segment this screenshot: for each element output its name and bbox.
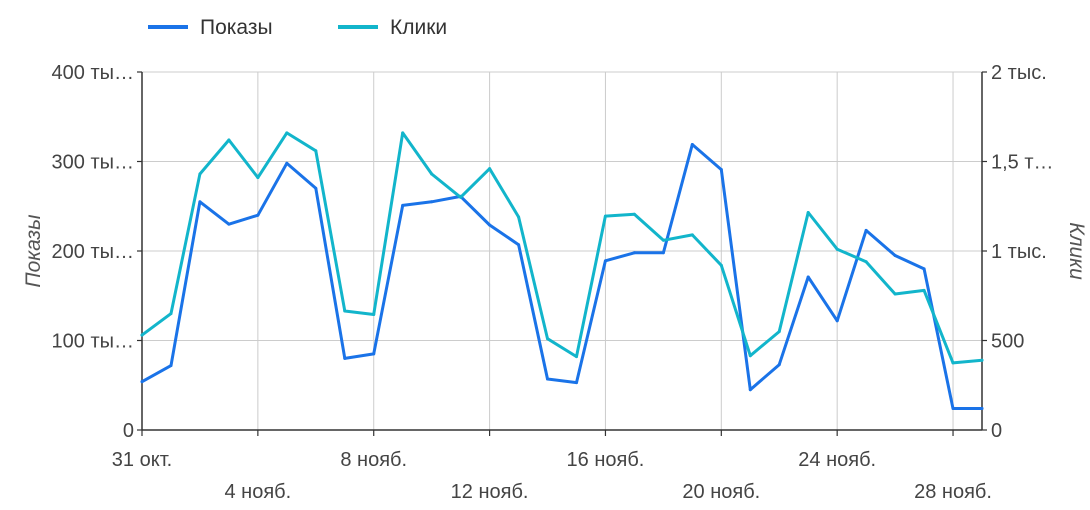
data-point bbox=[661, 238, 665, 242]
series-impressions bbox=[140, 142, 984, 411]
data-point bbox=[777, 330, 781, 334]
data-point bbox=[690, 142, 694, 146]
data-point bbox=[893, 253, 897, 257]
data-point bbox=[922, 288, 926, 292]
data-point bbox=[488, 223, 492, 227]
data-point bbox=[198, 200, 202, 204]
data-point bbox=[893, 292, 897, 296]
gridlines bbox=[142, 71, 982, 430]
data-point bbox=[169, 364, 173, 368]
data-point bbox=[980, 407, 984, 411]
series-lines bbox=[140, 131, 984, 411]
axes: 0 100 ты… 200 ты… 300 ты… 400 ты… 0 500 1 тыс. 1… bbox=[22, 62, 1088, 503]
y-right-tick-label: 2 тыс. bbox=[991, 62, 1047, 84]
legend-label: Клики bbox=[390, 16, 447, 39]
data-point bbox=[748, 354, 752, 358]
y-left-tick-label: 200 ты… bbox=[52, 241, 134, 263]
legend: Показы Клики bbox=[148, 16, 447, 39]
data-point bbox=[314, 186, 318, 190]
x-tick-label: 4 нояб. bbox=[225, 481, 292, 503]
x-tick-label: 31 окт. bbox=[112, 449, 172, 471]
y-right-tick-label: 0 bbox=[991, 420, 1002, 442]
data-point bbox=[256, 213, 260, 217]
data-point bbox=[488, 167, 492, 171]
data-point bbox=[806, 275, 810, 279]
x-tick-label: 20 нояб. bbox=[682, 481, 760, 503]
data-point bbox=[574, 381, 578, 385]
data-point bbox=[922, 267, 926, 271]
y-left-axis-title: Показы bbox=[22, 214, 45, 288]
data-point bbox=[864, 260, 868, 264]
y-left-tick-label: 300 ты… bbox=[52, 152, 134, 174]
data-point bbox=[864, 228, 868, 232]
data-point bbox=[517, 243, 521, 247]
data-point bbox=[198, 172, 202, 176]
data-point bbox=[546, 377, 550, 381]
data-point bbox=[835, 319, 839, 323]
data-point bbox=[748, 388, 752, 392]
data-point bbox=[980, 358, 984, 362]
y-right-axis-title: Клики bbox=[1065, 222, 1088, 280]
data-point bbox=[430, 172, 434, 176]
data-point bbox=[227, 222, 231, 226]
x-tick-label: 24 нояб. bbox=[798, 449, 876, 471]
data-point bbox=[517, 215, 521, 219]
data-point bbox=[632, 251, 636, 255]
data-point bbox=[835, 247, 839, 251]
x-tick-label: 16 нояб. bbox=[567, 449, 645, 471]
data-point bbox=[603, 259, 607, 263]
data-point bbox=[343, 356, 347, 360]
data-point bbox=[719, 168, 723, 172]
y-right-tick-label: 500 bbox=[991, 331, 1024, 353]
data-point bbox=[314, 149, 318, 153]
data-point bbox=[632, 212, 636, 216]
data-point bbox=[777, 363, 781, 367]
series-line bbox=[140, 131, 984, 365]
y-right-tick-label: 1 тыс. bbox=[991, 241, 1047, 263]
data-point bbox=[372, 352, 376, 356]
data-point bbox=[372, 313, 376, 317]
data-point bbox=[285, 131, 289, 135]
data-point bbox=[169, 312, 173, 316]
data-point bbox=[951, 407, 955, 411]
x-tick-label: 8 нояб. bbox=[340, 449, 407, 471]
data-point bbox=[574, 355, 578, 359]
data-point bbox=[285, 161, 289, 165]
data-point bbox=[227, 138, 231, 142]
data-point bbox=[401, 203, 405, 207]
data-point bbox=[140, 380, 144, 384]
data-point bbox=[719, 263, 723, 267]
data-point bbox=[951, 361, 955, 365]
legend-label: Показы bbox=[200, 16, 273, 39]
data-point bbox=[603, 214, 607, 218]
data-point bbox=[546, 337, 550, 341]
data-point bbox=[459, 195, 463, 199]
x-tick-label: 28 нояб. bbox=[914, 481, 992, 503]
data-point bbox=[140, 333, 144, 337]
data-point bbox=[690, 233, 694, 237]
x-tick-label: 12 нояб. bbox=[451, 481, 529, 503]
y-right-tick-label: 1,5 т… bbox=[991, 152, 1054, 174]
data-point bbox=[430, 200, 434, 204]
data-point bbox=[401, 131, 405, 135]
data-point bbox=[806, 211, 810, 215]
data-point bbox=[661, 251, 665, 255]
y-left-tick-label: 100 ты… bbox=[52, 331, 134, 353]
data-point bbox=[256, 176, 260, 180]
series-line bbox=[140, 143, 984, 410]
y-left-tick-label: 0 bbox=[123, 420, 134, 442]
data-point bbox=[343, 309, 347, 313]
y-left-tick-label: 400 ты… bbox=[52, 62, 134, 84]
series-clicks bbox=[140, 131, 984, 365]
